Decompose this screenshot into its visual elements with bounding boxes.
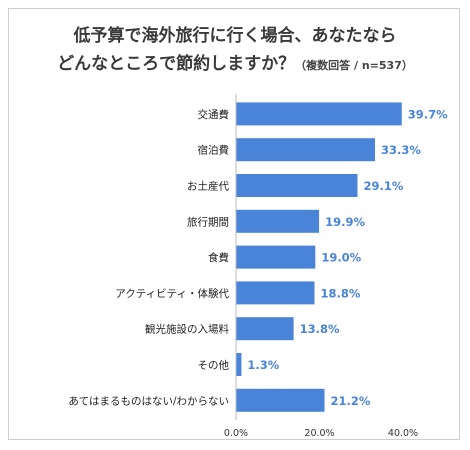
value-label: 19.0% <box>321 251 361 265</box>
chart-frame <box>8 8 460 440</box>
category-label: お土産代 <box>187 180 229 193</box>
x-tick-label: 20.0% <box>304 428 334 439</box>
bar <box>236 174 358 197</box>
value-label: 21.2% <box>331 394 371 408</box>
category-label: あてはまるものはない/わからない <box>68 395 229 407</box>
x-tick-label: 0.0% <box>224 428 248 439</box>
value-label: 13.8% <box>300 322 340 336</box>
x-tick-label: 40.0% <box>388 428 418 439</box>
value-label: 1.3% <box>247 358 279 372</box>
category-label: 宿泊費 <box>198 144 230 157</box>
value-label: 33.3% <box>381 143 421 157</box>
bar <box>236 209 320 233</box>
bar <box>236 102 402 126</box>
bar <box>236 138 376 162</box>
value-label: 29.1% <box>363 179 403 193</box>
title-line-2: どんなところで節約しますか？（複数回答 / n=537） <box>0 50 470 80</box>
title-line-1: 低予算で海外旅行に行く場合、あなたなら <box>73 26 397 46</box>
category-label: 交通費 <box>198 108 230 121</box>
title-line-2-text: どんなところで節約しますか？ <box>57 54 296 74</box>
category-label: 観光施設の入場料 <box>145 323 229 336</box>
bar <box>236 281 315 305</box>
bar <box>236 353 242 376</box>
category-label: 食費 <box>208 251 229 264</box>
bar <box>236 388 325 412</box>
value-label: 19.9% <box>325 215 365 229</box>
category-label: アクティビティ・体験代 <box>115 287 229 300</box>
category-label: 旅行期間 <box>187 215 229 228</box>
category-label: その他 <box>198 359 230 372</box>
bar <box>236 317 294 341</box>
value-label: 18.8% <box>320 286 360 300</box>
chart-title: 低予算で海外旅行に行く場合、あなたなら どんなところで節約しますか？（複数回答 … <box>0 22 470 80</box>
title-note: （複数回答 / n=537） <box>295 59 413 72</box>
bar <box>236 245 316 269</box>
value-label: 39.7% <box>408 107 448 121</box>
